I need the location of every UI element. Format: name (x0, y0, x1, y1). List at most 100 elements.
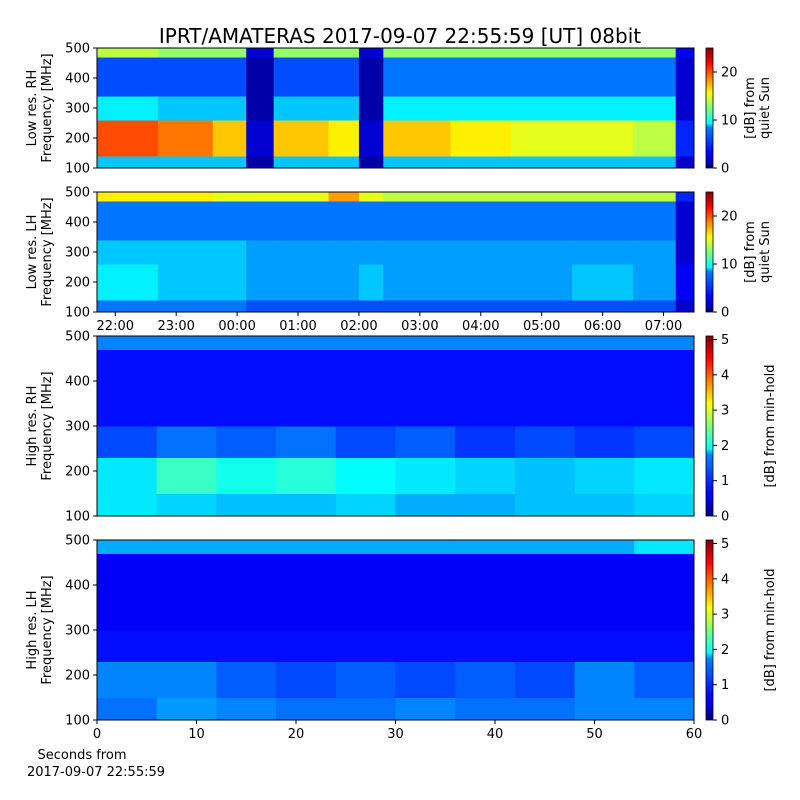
heatmap-cell (450, 201, 512, 241)
heatmap-cell (383, 156, 451, 169)
heatmap-cell (273, 240, 329, 265)
heatmap-cell (273, 48, 329, 58)
heatmap-cell (675, 201, 695, 241)
heatmap-cell (156, 630, 217, 662)
heatmap-cell (514, 336, 576, 350)
heatmap-cell (335, 493, 396, 517)
heatmap-cell (675, 264, 695, 301)
heatmap-cell (273, 300, 329, 313)
heatmap-cell (328, 48, 360, 58)
heatmap-cell (514, 349, 576, 427)
heatmap-cell (633, 57, 677, 97)
colorbar-tick-label: 10 (721, 258, 738, 273)
heatmap-cell (383, 192, 451, 202)
heatmap-cell (156, 553, 217, 631)
heatmap-cell (276, 553, 337, 631)
heatmap-cell (514, 540, 576, 554)
heatmap-cell (212, 300, 247, 313)
heatmap-cell (246, 120, 275, 157)
y-tick-label: 500 (65, 186, 90, 201)
heatmap-cell (273, 192, 329, 202)
heatmap-cell (358, 96, 384, 121)
heatmap-cell (212, 48, 247, 58)
x-tick-label: 10 (188, 727, 205, 742)
colorbar-label: [dB] from (743, 77, 758, 139)
heatmap-cell (633, 120, 677, 157)
heatmap-cell (383, 120, 451, 157)
heatmap-cell (455, 336, 516, 350)
heatmap-cell (335, 661, 396, 698)
x-axis-label: 2017-09-07 22:55:59 (27, 765, 165, 780)
heatmap-cell (514, 630, 576, 662)
heatmap-cell (574, 349, 635, 427)
heatmap-cell (450, 57, 512, 97)
heatmap-cell (97, 336, 158, 350)
heatmap-cell (212, 264, 247, 301)
x-tick-label: 07:00 (645, 319, 682, 334)
heatmap-cell (328, 192, 360, 202)
colorbar-tick-label: 2 (721, 643, 729, 658)
y-tick-label: 400 (65, 375, 90, 390)
heatmap-cell (395, 661, 456, 698)
heatmap-cell (246, 240, 275, 265)
colorbar (705, 539, 714, 721)
heatmap-cell (383, 48, 451, 58)
heatmap-cell (157, 96, 214, 121)
y-tick-label: 100 (65, 306, 90, 321)
y-tick-label: 400 (65, 579, 90, 594)
heatmap-cell (383, 96, 451, 121)
heatmap-cell (514, 493, 576, 517)
x-tick-label: 00:00 (218, 319, 255, 334)
heatmap-cell (574, 697, 635, 721)
heatmap-cell (574, 630, 635, 662)
y-tick-label: 400 (65, 216, 90, 231)
heatmap-cell (455, 661, 516, 698)
heatmap-cell (97, 553, 158, 631)
heatmap-cell (511, 120, 573, 157)
heatmap-cell (212, 201, 247, 241)
heatmap-cell (212, 57, 247, 97)
heatmap-cell (572, 192, 634, 202)
heatmap-cell (97, 264, 159, 301)
heatmap-cell (450, 96, 512, 121)
heatmap-cell (276, 336, 337, 350)
heatmap-cell (273, 201, 329, 241)
heatmap-cell (675, 57, 695, 97)
x-tick-label: 23:00 (157, 319, 194, 334)
colorbar-tick-label: 2 (721, 439, 729, 454)
heatmap-cell (455, 493, 516, 517)
heatmap-cell (335, 426, 396, 458)
heatmap-cell (634, 697, 695, 721)
heatmap-cell (328, 300, 360, 313)
heatmap-cell (273, 57, 329, 97)
colorbar-tick-label: 20 (721, 210, 738, 225)
heatmap-cell (246, 264, 275, 301)
heatmap-cell (335, 697, 396, 721)
heatmap-cell (675, 120, 695, 157)
heatmap-cell (156, 457, 217, 494)
colorbar-tick-label: 1 (721, 474, 729, 489)
y-tick-label: 500 (65, 534, 90, 549)
heatmap-cell (97, 48, 159, 58)
heatmap-cell (455, 457, 516, 494)
heatmap-cell (383, 201, 451, 241)
heatmap-cell (156, 697, 217, 721)
heatmap-cell (246, 57, 275, 97)
heatmap-cell (216, 336, 277, 350)
heatmap-cell (383, 264, 451, 301)
heatmap-cell (574, 336, 635, 350)
heatmap-cell (276, 493, 337, 517)
x-tick-label: 03:00 (401, 319, 438, 334)
heatmap-cell (572, 201, 634, 241)
heatmap-cell (633, 264, 677, 301)
heatmap-cell (358, 48, 384, 58)
heatmap-cell (328, 57, 360, 97)
heatmap-cell (276, 697, 337, 721)
heatmap-cell (633, 192, 677, 202)
colorbar-tick-label: 0 (721, 162, 729, 177)
heatmap-cell (455, 426, 516, 458)
heatmap-cell (276, 457, 337, 494)
y-tick-label: 200 (65, 276, 90, 291)
y-tick-label: 300 (65, 420, 90, 435)
